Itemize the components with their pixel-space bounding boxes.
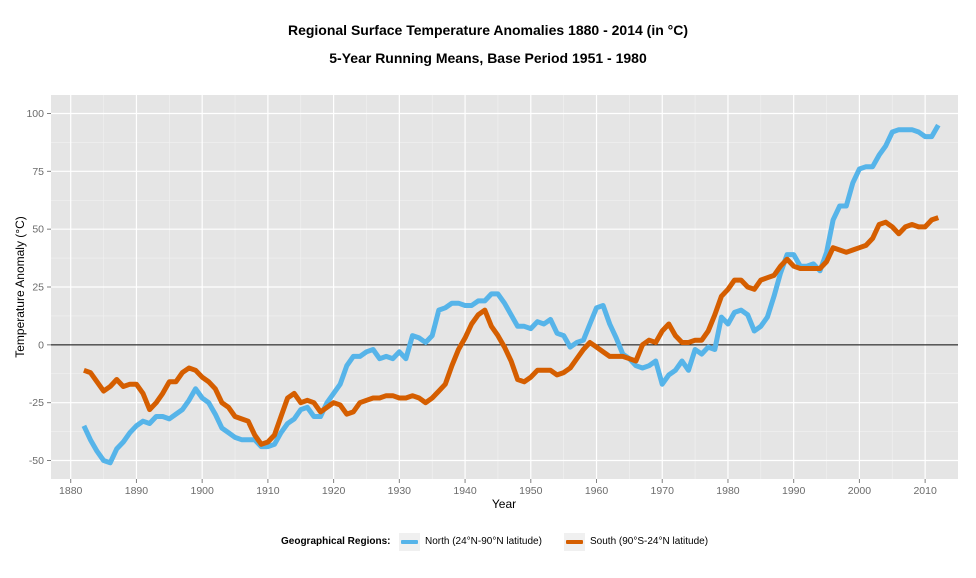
y-axis-title: Temperature Anomaly (°C) <box>13 216 27 358</box>
y-tick-label: -25 <box>29 397 44 409</box>
x-axis: 1880 1890 1900 1910 1920 1930 1940 1950 1960 1970… <box>59 479 937 497</box>
y-tick-label: 75 <box>32 166 44 178</box>
chart-subtitle: 5-Year Running Means, Base Period 1951 -… <box>329 50 647 66</box>
legend-title: Geographical Regions: <box>281 536 391 547</box>
x-tick-label: 1920 <box>322 485 346 497</box>
x-tick-label: 1900 <box>190 485 214 497</box>
x-tick-label: 1990 <box>782 485 806 497</box>
legend-label-south: South (90°S-24°N latitude) <box>590 536 709 547</box>
major-grid <box>51 95 958 479</box>
x-tick-label: 1960 <box>585 485 609 497</box>
legend-key-south <box>564 533 585 551</box>
y-tick-label: 0 <box>38 339 44 351</box>
y-tick-label: 50 <box>32 224 44 236</box>
legend-label-north: North (24°N-90°N latitude) <box>425 536 542 547</box>
legend-swatch-south <box>566 540 583 544</box>
x-tick-label: 2000 <box>848 485 872 497</box>
series-line-south <box>83 215 940 447</box>
x-tick-label: 1970 <box>651 485 675 497</box>
y-axis: -50 -25 0 25 50 75 100 <box>26 108 51 467</box>
legend: Geographical Regions: North (24°N-90°N l… <box>0 533 976 553</box>
x-tick-label: 1930 <box>388 485 412 497</box>
x-tick-label: 1890 <box>125 485 149 497</box>
y-tick-label: 25 <box>32 282 44 294</box>
series-layer <box>81 123 941 466</box>
x-tick-label: 1950 <box>519 485 543 497</box>
y-tick-label: -50 <box>29 455 44 467</box>
x-tick-label: 1980 <box>716 485 740 497</box>
series-line-north <box>81 123 941 466</box>
x-axis-title: Year <box>492 497 516 511</box>
chart-title: Regional Surface Temperature Anomalies 1… <box>287 22 689 38</box>
x-tick-label: 2010 <box>913 485 937 497</box>
x-tick-label: 1910 <box>256 485 280 497</box>
legend-key-north <box>399 533 420 551</box>
legend-swatch-north <box>401 540 418 544</box>
y-tick-label: 100 <box>26 108 44 120</box>
x-tick-label: 1880 <box>59 485 83 497</box>
x-tick-label: 1940 <box>453 485 477 497</box>
